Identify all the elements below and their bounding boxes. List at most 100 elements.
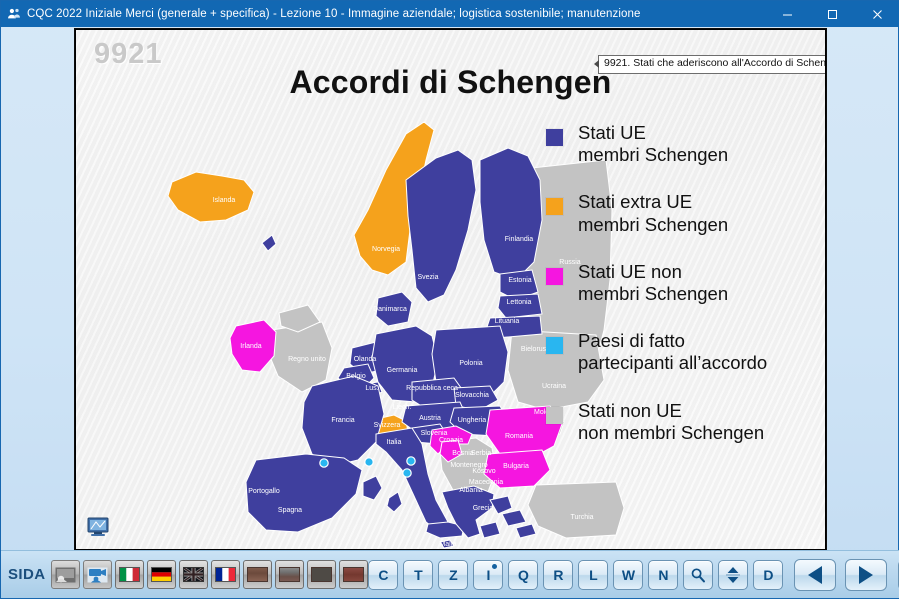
map-label-islanda: Islanda: [213, 197, 236, 204]
map-label-russia: Russia: [559, 259, 581, 266]
map-label-macedonia: Macedonia: [469, 479, 503, 486]
map-label-lus-: Lus.: [365, 385, 378, 392]
key-label: W: [621, 566, 636, 583]
flag-russia-button[interactable]: [275, 560, 305, 589]
minimize-button[interactable]: [765, 1, 810, 27]
flag-albania-button[interactable]: [339, 560, 369, 589]
flag-spain-icon: [247, 567, 269, 582]
map-label-ungheria: Ungheria: [458, 417, 487, 424]
up-down-icon: [726, 566, 741, 583]
legend-item: Stati UE membri Schengen: [546, 122, 814, 166]
map-marker-monaco: [364, 457, 374, 467]
key-label: D: [763, 566, 774, 583]
map-label-grecia: Grecia: [473, 505, 494, 512]
key-button-i[interactable]: I: [473, 559, 504, 590]
map-label-estonia: Estonia: [508, 277, 531, 284]
key-button-group: C T Z I Q R L W N: [368, 558, 899, 591]
slide-number: 9921: [94, 38, 163, 70]
legend-label-de-facto: Paesi di fatto partecipanti all’accordo: [578, 330, 768, 374]
key-label: C: [378, 566, 389, 583]
legend-label-eu-schengen: Stati UE membri Schengen: [578, 122, 729, 166]
flag-germany-button[interactable]: [147, 560, 177, 589]
key-button-z[interactable]: Z: [438, 559, 469, 590]
sida-monitor-logo: [87, 517, 109, 537]
legend-swatch-extra-eu-schengen: [546, 198, 563, 216]
search-button[interactable]: [683, 559, 714, 590]
next-icon: [859, 565, 874, 584]
key-button-l[interactable]: L: [578, 559, 609, 590]
map-label-svizzera: Svizzera: [374, 422, 401, 429]
map-label-germania: Germania: [387, 367, 418, 374]
map-label-slovenia: Slovenia: [421, 430, 448, 437]
legend-label-non-eu-non-schengen: Stati non UE non membri Schengen: [578, 399, 765, 443]
legend-item: Stati non UE non membri Schengen: [546, 400, 814, 444]
flag-uk-button[interactable]: [179, 560, 209, 589]
key-label: R: [553, 566, 564, 583]
map-label-svezia: Svezia: [417, 274, 438, 281]
key-button-q[interactable]: Q: [508, 559, 539, 590]
media-button-group: [51, 560, 113, 589]
next-slide-button[interactable]: [845, 558, 888, 591]
map-label-austria: Austria: [419, 415, 441, 422]
map-label-kosovo: Kosovo: [472, 468, 495, 475]
window-title: CQC 2022 Iniziale Merci (generale + spec…: [27, 8, 641, 20]
flag-arabic-button[interactable]: [307, 560, 337, 589]
map-marker-san-marino: [406, 456, 416, 466]
map-label-finlandia: Finlandia: [505, 236, 534, 243]
key-button-n[interactable]: N: [648, 559, 679, 590]
flag-france-button[interactable]: [211, 560, 241, 589]
map-legend: Stati UE membri Schengen Stati extra UE me…: [546, 122, 814, 469]
key-label: L: [589, 566, 598, 583]
maximize-button[interactable]: [810, 1, 855, 27]
map-label-bielorussia: Bielorussia: [521, 346, 555, 353]
key-label: Q: [517, 566, 529, 583]
map-label-malta: Malta: [439, 541, 456, 548]
legend-swatch-eu-non-schengen: [546, 267, 563, 285]
map-marker-andorra: [319, 458, 329, 468]
flag-spain-button[interactable]: [243, 560, 273, 589]
map-label-bosnia: Bosnia: [452, 450, 474, 457]
map-label-danimarca: Danimarca: [373, 306, 407, 313]
key-button-t[interactable]: T: [403, 559, 434, 590]
bottom-toolbar: SIDA: [1, 550, 899, 598]
legend-label-extra-eu-schengen: Stati extra UE membri Schengen: [578, 191, 729, 235]
window-title-bar: CQC 2022 Iniziale Merci (generale + spec…: [1, 1, 899, 27]
slide-canvas[interactable]: 9921 Accordi di Schengen .eu { fill:#3f3…: [76, 30, 825, 549]
previous-slide-button[interactable]: [794, 558, 837, 591]
key-button-d[interactable]: D: [753, 559, 784, 590]
language-flag-group: [115, 560, 369, 589]
window-controls: [765, 1, 899, 27]
slide-tooltip: 9921. Stati che aderiscono all'Accordo d…: [594, 55, 825, 74]
key-button-w[interactable]: W: [613, 559, 644, 590]
flag-arabic-icon: [311, 567, 333, 582]
scroll-updown-button[interactable]: [718, 559, 749, 590]
map-label-turchia: Turchia: [570, 514, 593, 521]
map-label-repubblica-ceca: Repubblica ceca: [406, 385, 458, 392]
key-button-c[interactable]: C: [368, 559, 399, 590]
flag-russia-icon: [279, 567, 301, 582]
map-label-croazia: Croazia: [439, 437, 463, 444]
map-label-bulgaria: Bulgaria: [503, 463, 529, 470]
map-label-regno-unito: Regno unito: [288, 356, 326, 363]
map-label-slovacchia: Slovacchia: [455, 392, 489, 399]
map-marker-vaticano: [402, 468, 412, 478]
key-button-r[interactable]: R: [543, 559, 574, 590]
map-label-spagna: Spagna: [278, 507, 302, 514]
close-button[interactable]: [855, 1, 899, 27]
legend-label-eu-non-schengen: Stati UE non membri Schengen: [578, 260, 729, 304]
map-label-norvegia: Norvegia: [372, 246, 400, 253]
map-label-belgio: Belgio: [346, 373, 366, 380]
search-icon: [692, 567, 706, 582]
prev-icon: [808, 565, 823, 584]
map-label-liech-: Liech.: [393, 404, 412, 411]
legend-item: Stati UE non membri Schengen: [546, 261, 814, 305]
flag-italy-button[interactable]: [115, 560, 145, 589]
presentation-icon-button[interactable]: [51, 560, 81, 589]
legend-swatch-de-facto: [546, 337, 563, 355]
video-camera-icon-button[interactable]: [83, 560, 113, 589]
map-label-francia: Francia: [331, 417, 354, 424]
map-label-lettonia: Lettonia: [507, 299, 532, 306]
key-label: T: [414, 566, 423, 583]
map-label-italia: Italia: [387, 439, 402, 446]
map-label-serbia: Serbia: [471, 450, 491, 457]
